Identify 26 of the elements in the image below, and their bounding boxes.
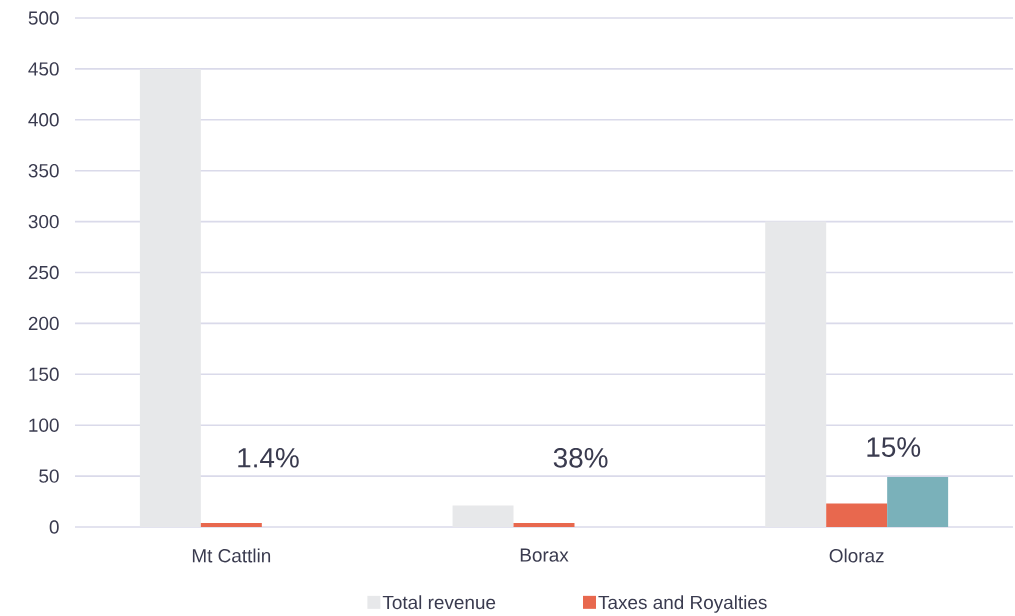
y-tick-label: 350 (28, 164, 59, 178)
bar (139, 68, 201, 527)
y-tick-label: 250 (28, 265, 59, 280)
y-tick-label: 300 (28, 214, 59, 229)
x-tick-label: Oloraz (829, 548, 884, 563)
y-tick-label: 400 (28, 113, 59, 127)
legend-label: Taxes and Royalties (598, 595, 767, 613)
legend-label: Total revenue (382, 595, 496, 610)
bar (765, 221, 827, 527)
bar (887, 477, 949, 527)
y-tick-label: 0 (49, 520, 59, 534)
annotation: 38% (553, 447, 608, 468)
y-tick-label: 150 (29, 367, 59, 381)
y-tick-label: 100 (29, 418, 59, 432)
y-tick-label: 200 (28, 316, 59, 331)
bar (200, 522, 262, 527)
bar (452, 505, 514, 527)
x-tick-label: Mt Cattlin (192, 548, 271, 563)
annotation: 1.4% (238, 448, 299, 468)
y-tick-label: 450 (28, 62, 59, 76)
y-tick-label: 50 (39, 469, 59, 483)
x-tick-label: Borax (520, 548, 569, 562)
bar (513, 522, 575, 527)
annotation: 15% (867, 437, 921, 457)
bar (826, 503, 888, 527)
y-tick-label: 500 (28, 11, 59, 25)
